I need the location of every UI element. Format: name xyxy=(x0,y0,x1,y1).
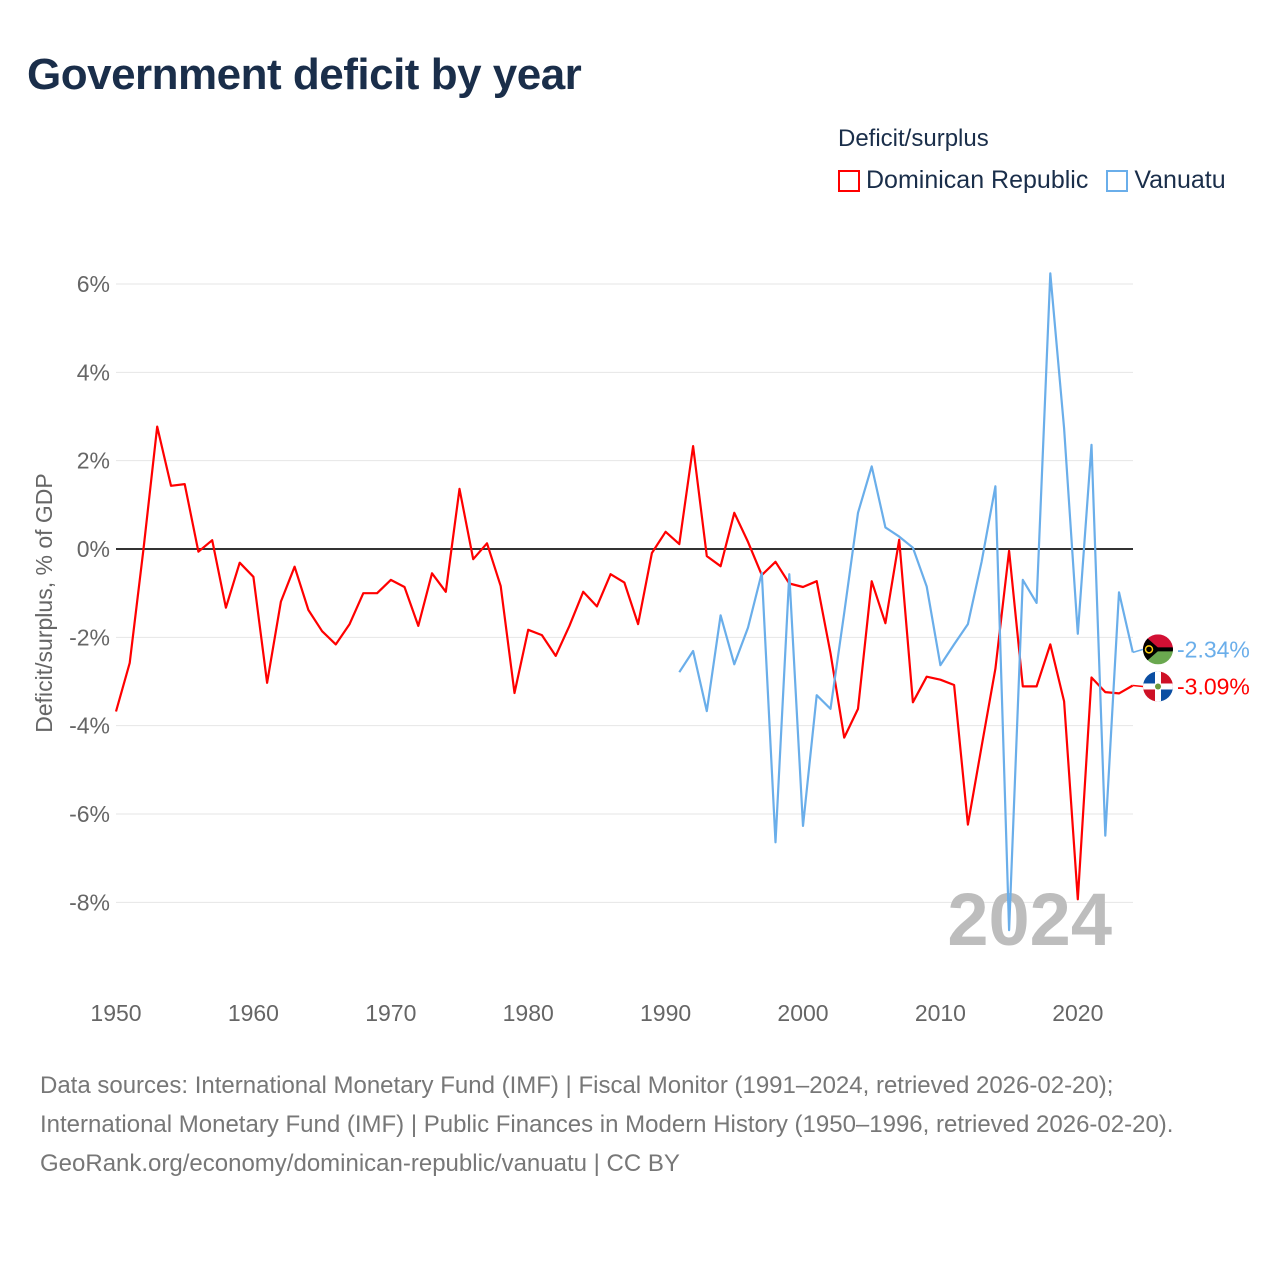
chart-title: Government deficit by year xyxy=(27,50,582,99)
legend-label: Vanuatu xyxy=(1134,166,1226,194)
end-connector xyxy=(1132,684,1144,688)
legend-swatch xyxy=(1106,169,1129,192)
y-tick-label: 6% xyxy=(77,271,110,297)
legend-item-dominican-republic[interactable]: Dominican Republic xyxy=(838,166,1088,195)
legend-item-vanuatu[interactable]: Vanuatu xyxy=(1106,166,1226,195)
legend-swatch xyxy=(838,169,860,192)
x-tick-label: 1990 xyxy=(640,1000,691,1026)
y-tick-label: 2% xyxy=(77,448,110,474)
dominican-republic-flag-icon xyxy=(1143,671,1173,702)
x-tick-label: 1980 xyxy=(503,1000,554,1026)
end-value-label: -2.34% xyxy=(1177,636,1250,662)
footer: Data sources: International Monetary Fun… xyxy=(40,1066,1240,1183)
end-value-label: -3.09% xyxy=(1177,673,1250,699)
series-line-dominican-republic[interactable] xyxy=(114,425,1134,901)
series-line-vanuatu[interactable] xyxy=(678,272,1134,932)
legend: Dominican Republic Vanuatu xyxy=(838,166,1226,195)
y-tick-label: 0% xyxy=(77,536,110,562)
x-tick-label: 1970 xyxy=(365,1000,416,1026)
x-tick-label: 1960 xyxy=(228,1000,279,1026)
legend-title: Deficit/surplus xyxy=(838,125,989,152)
y-tick-label: 4% xyxy=(77,359,110,385)
y-axis-title: Deficit/surplus, % of GDP xyxy=(31,473,57,732)
y-tick-label: -4% xyxy=(69,713,110,739)
credit-link[interactable]: GeoRank.org/economy/dominican-republic/v… xyxy=(40,1150,680,1177)
end-connector xyxy=(1132,648,1144,654)
x-tick-label: 1950 xyxy=(90,1000,141,1026)
y-tick-label: -6% xyxy=(69,801,110,827)
x-tick-label: 2000 xyxy=(777,1000,828,1026)
data-sources: Data sources: International Monetary Fun… xyxy=(40,1072,1174,1138)
vanuatu-flag-icon xyxy=(1143,634,1173,665)
y-tick-label: -2% xyxy=(69,624,110,650)
year-watermark: 2024 xyxy=(947,878,1112,961)
legend-label: Dominican Republic xyxy=(866,166,1089,194)
y-tick-label: -8% xyxy=(69,889,110,915)
x-tick-label: 2010 xyxy=(915,1000,966,1026)
x-tick-label: 2020 xyxy=(1052,1000,1103,1026)
